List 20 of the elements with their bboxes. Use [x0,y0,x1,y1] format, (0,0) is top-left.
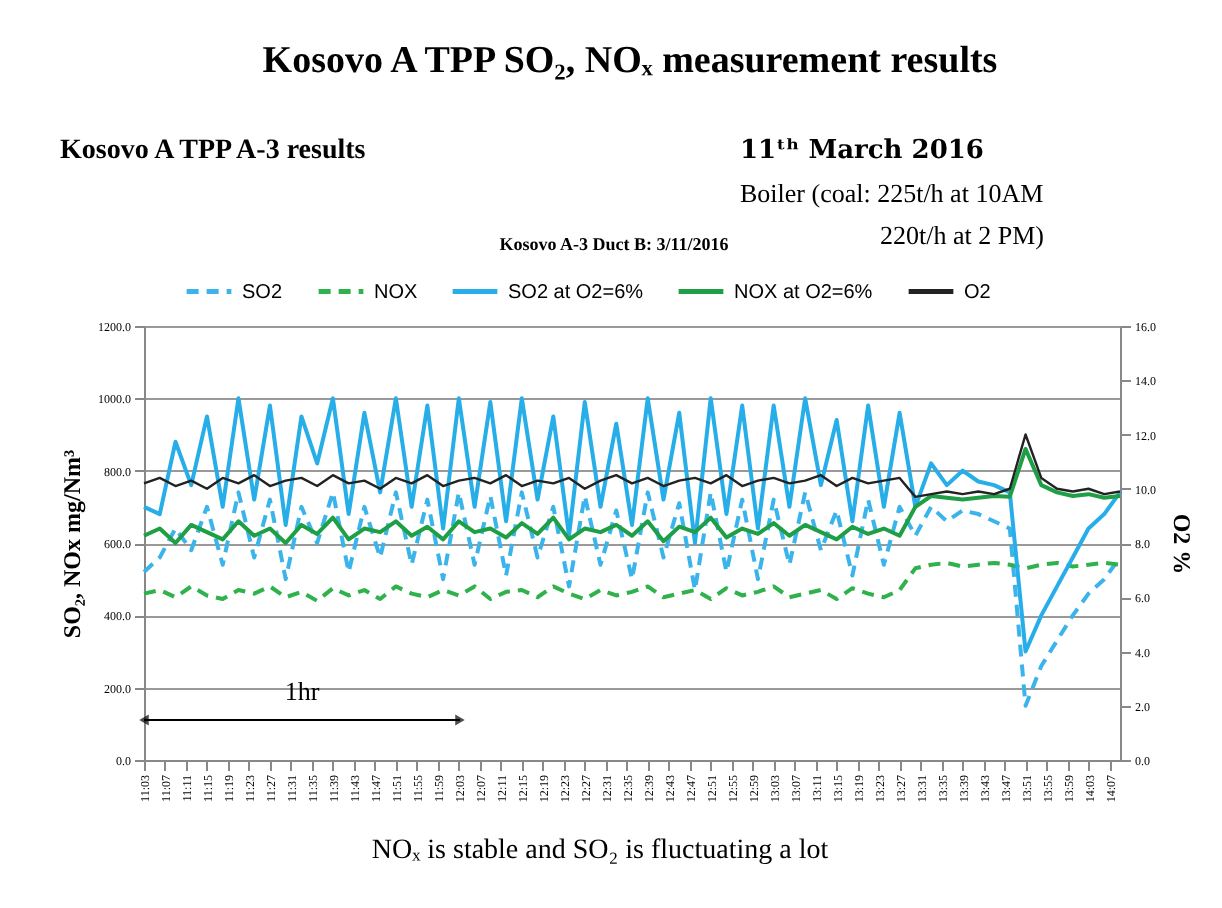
line-series [142,396,1122,654]
y2-axis-title: O2 % [1168,513,1196,575]
text: 220t/h at 2 PM) [880,220,1044,250]
annotation: 1hr [284,676,321,706]
line-series [142,560,1122,603]
text: Kosovo A-3 Duct B: 3/11/2016 [499,234,730,254]
legend-label: O2 [964,281,992,304]
y-axis-title: SO₂, NOx mg/Nm³ [58,449,86,639]
chart-subtitle: Kosovo A TPP A-3 results [60,136,367,166]
line-series [142,446,1122,545]
text: 11ᵗʰ March 2016 [740,136,984,166]
line-series [142,433,1122,499]
legend-label: SO2 at O2=6% [508,281,644,304]
line-series [142,490,1122,708]
text: Boiler (coal: 225t/h at 10AM [740,178,1045,208]
legend-label: SO2 [242,281,283,304]
chart-title: Kosovo A TPP SO₂, NOₓ measurement results [262,40,998,82]
legend-label: NOX at O2=6% [734,281,873,304]
legend-label: NOX [374,281,418,304]
text: NOₓ is stable and SO₂ is fluctuating a lot [371,836,829,866]
